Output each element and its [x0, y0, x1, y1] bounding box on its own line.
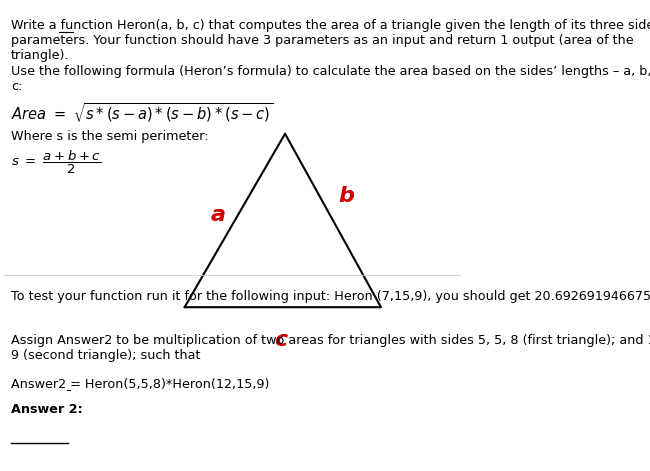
Text: Use the following formula (Heron’s formula) to calculate the area based on the s: Use the following formula (Heron’s formu…	[11, 65, 650, 93]
Text: b: b	[338, 186, 354, 206]
Text: Answer2 = Heron(5,5,8)*Heron(12,15,9): Answer2 = Heron(5,5,8)*Heron(12,15,9)	[11, 378, 269, 390]
Text: c: c	[274, 330, 287, 349]
Text: Answer 2:: Answer 2:	[11, 403, 83, 416]
Text: a: a	[211, 205, 226, 225]
Text: $\mathit{Area}\ =\ \sqrt{s * (s - a) * (s - b) * (s - c)}$: $\mathit{Area}\ =\ \sqrt{s * (s - a) * (…	[11, 101, 273, 125]
Text: $\mathit{s}\ =\ \dfrac{a+b+c}{2}$: $\mathit{s}\ =\ \dfrac{a+b+c}{2}$	[11, 148, 101, 176]
Text: Where s is the semi perimeter:: Where s is the semi perimeter:	[11, 130, 209, 143]
Text: To test your function run it for the following input: Heron (7,15,9), you should: To test your function run it for the fol…	[11, 290, 650, 303]
Text: Assign Answer2 to be multiplication of two areas for triangles with sides 5, 5, : Assign Answer2 to be multiplication of t…	[11, 333, 650, 362]
Text: Write a function Heron(a, b, c) that computes the area of a triangle given the l: Write a function Heron(a, b, c) that com…	[11, 19, 650, 62]
